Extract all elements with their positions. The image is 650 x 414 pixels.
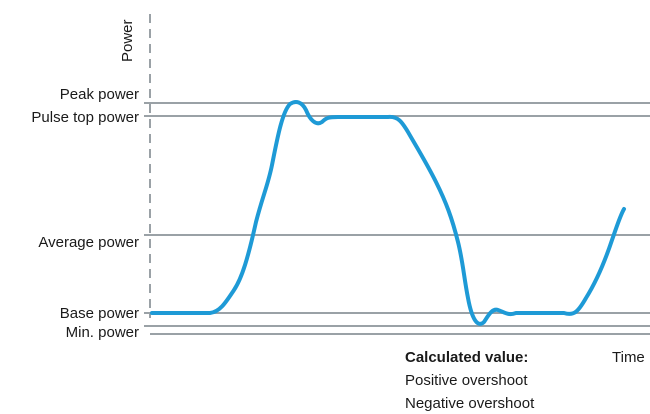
pulse-top-power-label: Pulse top power xyxy=(31,109,139,126)
positive-overshoot-label: Positive overshoot xyxy=(405,372,528,389)
x-axis-label: Time xyxy=(612,349,645,366)
negative-overshoot-label: Negative overshoot xyxy=(405,395,535,412)
calculated-value-heading: Calculated value: xyxy=(405,349,528,366)
min-power-label: Min. power xyxy=(66,324,139,341)
pulse-waveform xyxy=(150,100,626,326)
y-axis-label: Power xyxy=(119,19,136,62)
peak-power-label: Peak power xyxy=(60,86,139,103)
base-power-label: Base power xyxy=(60,305,139,322)
average-power-label: Average power xyxy=(38,234,139,251)
